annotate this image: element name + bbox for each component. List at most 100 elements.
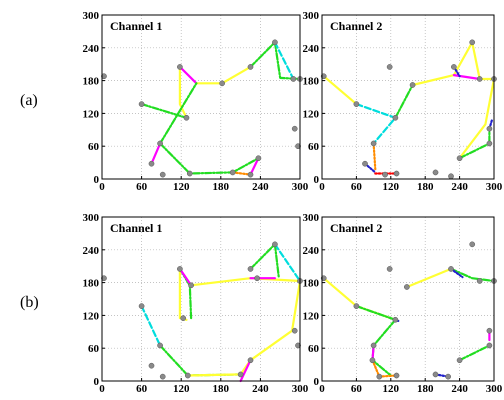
node-point <box>451 64 457 70</box>
y-tick-label: 240 <box>83 245 100 257</box>
node-point <box>247 64 254 70</box>
node-point <box>448 173 454 180</box>
x-tick-label: 0 <box>319 383 325 395</box>
x-tick-label: 180 <box>417 181 434 193</box>
plot-area <box>322 217 494 381</box>
x-tick-label: 120 <box>173 181 190 193</box>
x-tick-label: 240 <box>451 383 468 395</box>
y-tick-label: 180 <box>83 76 100 88</box>
node-point <box>159 171 166 178</box>
node-point <box>157 342 163 349</box>
link-line <box>273 243 302 283</box>
node-point <box>369 357 376 364</box>
node-point <box>188 282 194 289</box>
link-line <box>449 267 496 283</box>
y-tick-label: 240 <box>303 43 320 55</box>
node-point <box>353 101 360 107</box>
node-point <box>362 160 368 167</box>
node-point <box>432 169 439 176</box>
y-tick-label: 0 <box>314 174 320 186</box>
panel-title: Channel 2 <box>330 221 382 235</box>
panel-b-channel-1: 0 60 120 180 240 300 0 60 120 180 240 300 Channel 1 <box>83 212 309 395</box>
node-point <box>101 275 107 282</box>
x-tick-label: 60 <box>136 181 148 193</box>
y-tick-label: 180 <box>83 278 100 290</box>
node-point <box>138 101 145 107</box>
link-line <box>178 267 193 287</box>
x-tick-label: 300 <box>486 181 503 193</box>
x-tick-label: 240 <box>451 181 468 193</box>
node-point <box>183 114 190 121</box>
x-tick-label: 240 <box>252 181 269 193</box>
node-point <box>295 342 301 349</box>
node-point <box>138 303 145 309</box>
node-point <box>386 266 393 272</box>
node-point <box>456 357 463 364</box>
x-tick-label: 300 <box>292 383 309 395</box>
x-tick-label: 300 <box>292 181 309 193</box>
plot-frame <box>321 216 495 382</box>
node-point <box>291 327 298 334</box>
y-tick-label: 0 <box>94 376 100 388</box>
node-point <box>353 303 360 309</box>
node-point <box>247 357 254 364</box>
y-tick-label: 60 <box>308 141 320 153</box>
y-tick-label: 300 <box>83 10 100 22</box>
x-tick-label: 60 <box>351 383 363 395</box>
node-point <box>370 342 377 349</box>
node-point <box>101 73 107 80</box>
link-line <box>452 73 481 81</box>
y-tick-label: 240 <box>83 43 100 55</box>
y-tick-label: 120 <box>83 108 100 120</box>
node-point <box>404 284 410 290</box>
node-point <box>448 266 454 272</box>
x-tick-label: 0 <box>319 181 325 193</box>
y-tick-label: 240 <box>303 245 320 257</box>
node-point <box>180 315 187 321</box>
panel-a-channel-1: 0 60 120 180 240 300 0 60 120 180 240 300 Channel 1 <box>83 10 309 193</box>
link-line <box>178 65 198 85</box>
x-tick-label: 180 <box>417 383 434 395</box>
node-point <box>159 373 166 380</box>
y-tick-label: 60 <box>308 343 320 355</box>
node-point <box>177 64 183 70</box>
y-tick-label: 120 <box>303 310 320 322</box>
node-point <box>295 143 301 150</box>
node-point <box>237 371 244 378</box>
node-point <box>247 171 254 178</box>
y-tick-label: 180 <box>303 76 320 88</box>
plot-frame <box>101 14 301 180</box>
x-tick-label: 120 <box>383 383 400 395</box>
node-point <box>445 373 451 380</box>
node-point <box>291 125 298 132</box>
link-line <box>231 171 252 176</box>
link-line <box>140 102 188 119</box>
node-point <box>376 373 383 380</box>
node-point <box>393 170 400 177</box>
node-point <box>272 241 278 248</box>
x-tick-label: 60 <box>351 181 363 193</box>
node-point <box>148 160 155 167</box>
link-line <box>249 41 302 81</box>
node-point <box>469 39 476 46</box>
y-tick-label: 300 <box>303 212 320 224</box>
node-point <box>476 76 483 82</box>
link-line <box>140 305 162 347</box>
link-line <box>394 83 414 119</box>
link-line <box>159 142 260 175</box>
x-tick-label: 120 <box>173 383 190 395</box>
x-tick-label: 180 <box>213 383 230 395</box>
panel-a-channel-2: 0 60 120 180 240 300 0 60 120 180 240 300 Channel 2 <box>303 10 503 193</box>
y-tick-label: 120 <box>83 310 100 322</box>
node-point <box>247 266 254 272</box>
link-line <box>458 344 491 362</box>
node-point <box>486 140 493 147</box>
y-tick-label: 120 <box>303 108 320 120</box>
x-tick-label: 240 <box>252 383 269 395</box>
x-tick-label: 180 <box>213 181 230 193</box>
plot-frame <box>101 216 301 382</box>
node-point <box>254 275 260 282</box>
node-point <box>272 39 278 46</box>
node-point <box>186 170 193 177</box>
